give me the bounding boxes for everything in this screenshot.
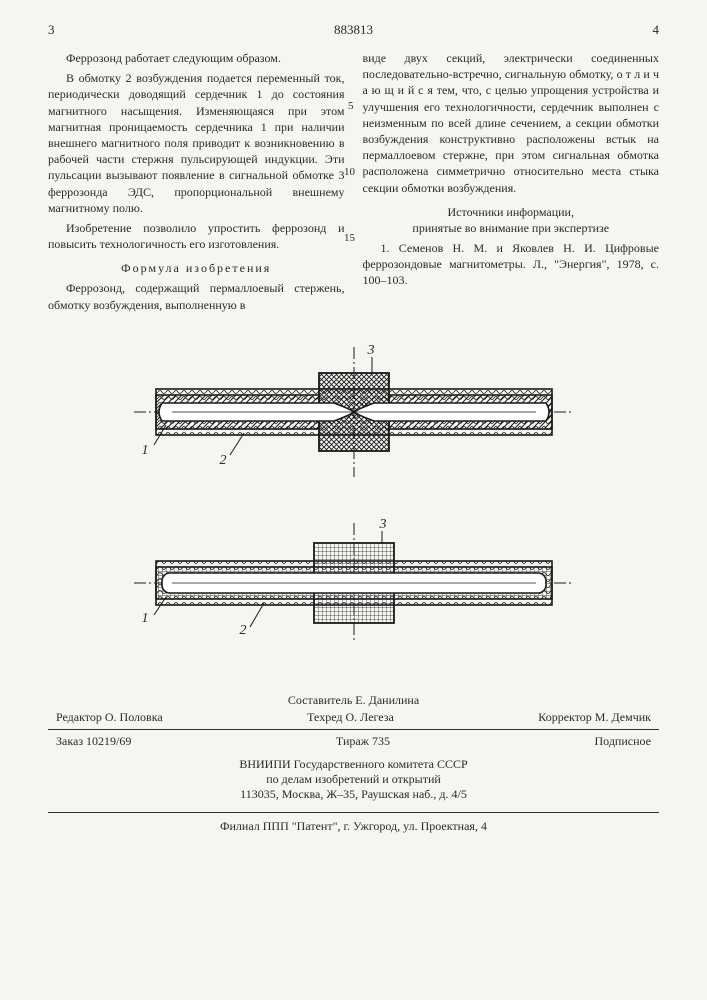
line-number-5: 5 <box>348 100 354 112</box>
page-header: 3 883813 4 <box>48 22 659 38</box>
sources-head: Источники информации, <box>363 204 660 220</box>
fig1-label-3: 3 <box>368 343 375 359</box>
fig2-label-2: 2 <box>240 623 247 639</box>
tech: Техред О. Легеза <box>307 710 394 725</box>
left-p4: Феррозонд, содержащий пермаллоевый стерж… <box>48 280 345 312</box>
fig2-label-1: 1 <box>142 611 149 627</box>
left-p3: Изобретение позволило упростить феррозон… <box>48 220 345 252</box>
podpisnoe: Подписное <box>595 734 652 749</box>
page-left: 3 <box>48 22 55 38</box>
editor: Редактор О. Половка <box>56 710 163 725</box>
credits-block: Составитель Е. Данилина Редактор О. Поло… <box>48 689 659 834</box>
doc-number: 883813 <box>334 22 373 38</box>
right-p2: 1. Семенов Н. М. и Яковлев Н. И. Цифровы… <box>363 240 660 289</box>
left-p2: В обмотку 2 возбуждения подается перемен… <box>48 70 345 216</box>
composer: Составитель Е. Данилина <box>288 693 419 708</box>
left-p1: Феррозонд работает следующим образом. <box>48 50 345 66</box>
order: Заказ 10219/69 <box>56 734 131 749</box>
line-number-15: 15 <box>344 232 355 244</box>
text-columns: Феррозонд работает следующим образом. В … <box>48 50 659 317</box>
line-number-10: 10 <box>344 166 355 178</box>
org2: по делам изобретений и открытий <box>48 772 659 787</box>
tirazh: Тираж 735 <box>336 734 390 749</box>
formula-heading: Формула изобретения <box>48 260 345 276</box>
fig2-label-3: 3 <box>380 517 387 533</box>
sources-sub: принятые во внимание при экспертизе <box>363 220 660 236</box>
fig1-label-2: 2 <box>220 453 227 469</box>
figure-1: 1 2 3 <box>134 347 574 477</box>
right-p1: виде двух секций, электрически соединенн… <box>363 50 660 196</box>
left-column: Феррозонд работает следующим образом. В … <box>48 50 345 317</box>
addr: 113035, Москва, Ж–35, Раушская наб., д. … <box>48 787 659 802</box>
right-column: виде двух секций, электрически соединенн… <box>363 50 660 317</box>
page-right: 4 <box>653 22 660 38</box>
footer: Филиал ППП "Патент", г. Ужгород, ул. Про… <box>48 812 659 834</box>
org1: ВНИИПИ Государственного комитета СССР <box>48 757 659 772</box>
fig1-label-1: 1 <box>142 443 149 459</box>
figures-block: 1 2 3 <box>48 347 659 643</box>
corrector: Корректор М. Демчик <box>538 710 651 725</box>
figure-2: 1 2 3 <box>134 523 574 643</box>
